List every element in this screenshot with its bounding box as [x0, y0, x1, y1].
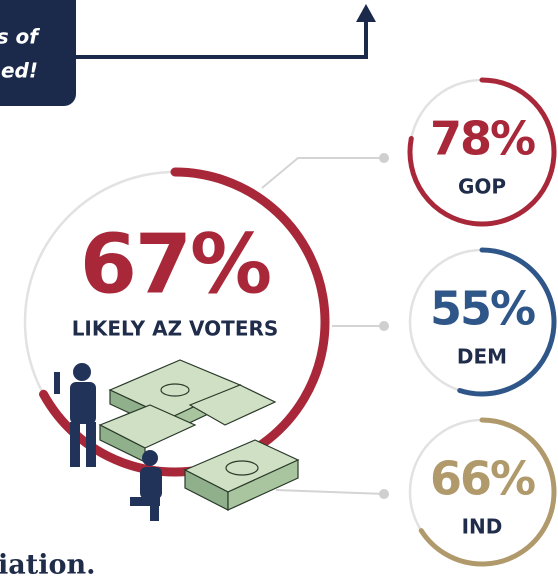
ring-value-label: 67%	[80, 217, 270, 312]
figure-leg	[70, 422, 80, 467]
footer-text: iation.	[0, 550, 96, 581]
arrow-head	[356, 4, 376, 22]
ring-value-label: 78%	[430, 112, 535, 166]
callout-line: s of	[0, 25, 40, 49]
connector-dot	[379, 153, 389, 163]
arrow-line	[76, 18, 366, 57]
figure-leg	[150, 497, 159, 521]
figure-leg	[86, 422, 96, 467]
ring-label: LIKELY AZ VOTERS	[72, 317, 279, 341]
figure-head	[142, 450, 158, 466]
figure-body	[140, 467, 162, 499]
connector	[262, 158, 384, 188]
callout-box	[0, 0, 76, 106]
connector-dot	[379, 321, 389, 331]
figure-arm	[54, 372, 60, 394]
ring-label: DEM	[457, 345, 507, 369]
connector-dot	[379, 489, 389, 499]
ring-value-label: 55%	[430, 282, 535, 336]
ring-label: IND	[462, 515, 503, 539]
page: s of ed! 67% LIKELY AZ VOTERS 78% GOP 55% DEM…	[0, 0, 558, 581]
connector-dots	[379, 153, 389, 499]
connector	[276, 490, 384, 494]
ring-value-label: 66%	[430, 452, 535, 506]
figure-head	[73, 363, 91, 381]
callout-line: ed!	[1, 59, 38, 83]
ring-label: GOP	[458, 175, 506, 199]
figure-body	[70, 382, 96, 424]
infographic: s of ed! 67% LIKELY AZ VOTERS 78% GOP 55% DEM…	[0, 0, 558, 581]
